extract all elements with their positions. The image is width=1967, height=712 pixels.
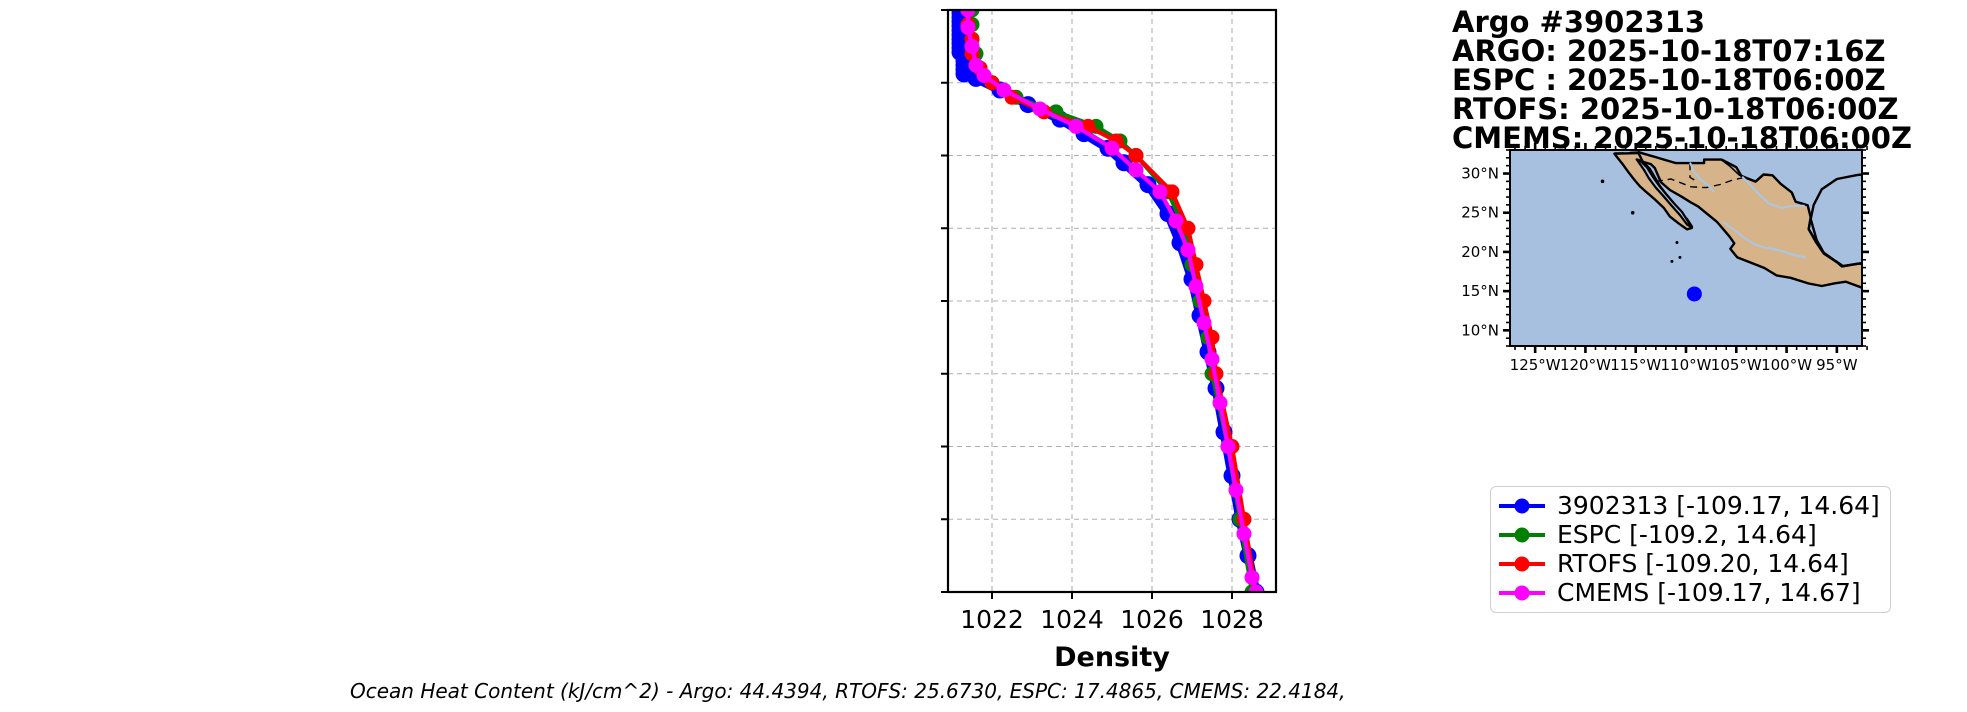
- map-lat-label: 20°N: [1461, 243, 1499, 261]
- axes-frame: 1022 1024 1026 1028 Density: [941, 8, 1278, 673]
- map-lon-label: 105°W: [1711, 356, 1762, 374]
- legend-line-swatch-argo: [1499, 498, 1545, 513]
- island: [1600, 179, 1605, 184]
- island: [1630, 210, 1635, 215]
- map-lat-label: 25°N: [1461, 204, 1499, 222]
- xtick-label: 1026: [1120, 605, 1184, 634]
- map-lat-label: 10°N: [1461, 321, 1499, 339]
- interior-boundary-1: [1655, 176, 1745, 189]
- xtick-label: 1024: [1040, 605, 1104, 634]
- map-lon-label: 125°W: [1510, 356, 1561, 374]
- xaxis-title: Density: [1054, 642, 1170, 673]
- island: [1678, 255, 1682, 259]
- legend-label-cmems: CMEMS [-109.17, 14.67]: [1557, 578, 1861, 607]
- legend-line-swatch-rtofs: [1499, 556, 1545, 571]
- map-lat-label: 30°N: [1461, 165, 1499, 183]
- map-lon-label: 120°W: [1560, 356, 1611, 374]
- map-lon-label: 115°W: [1610, 356, 1661, 374]
- map-lon-label: 110°W: [1661, 356, 1712, 374]
- float-position-marker[interactable]: [1686, 286, 1702, 302]
- xtick-label: 1028: [1200, 605, 1264, 634]
- interior-boundary-2: [1689, 163, 1699, 183]
- info-line-rtofs-time: RTOFS: 2025-10-18T06:00Z: [1452, 92, 1899, 126]
- river-3: [1722, 221, 1764, 249]
- info-line-title: Argo #3902313: [1452, 5, 1706, 39]
- legend-marker-espc: [1514, 527, 1530, 542]
- legend-marker-rtofs: [1514, 556, 1530, 571]
- ohc-caption: Ocean Heat Content (kJ/cm^2) - Argo: 44.…: [350, 679, 1346, 703]
- gulf-of-california: [1635, 158, 1693, 228]
- border-lower: [1764, 173, 1812, 218]
- location-map: 10°N 15°N 20°N 25°N 30°N 125°W 120°W 115°W 110°W…: [1452, 140, 1872, 380]
- legend-item-argo[interactable]: 3902313 [-109.17, 14.64]: [1499, 491, 1880, 520]
- legend-item-cmems[interactable]: CMEMS [-109.17, 14.67]: [1499, 578, 1880, 607]
- island: [1675, 241, 1679, 245]
- legend-marker-argo: [1514, 498, 1530, 513]
- legend-line-swatch-cmems: [1499, 585, 1545, 600]
- island: [1670, 259, 1674, 263]
- info-line-espc-time: ESPC : 2025-10-18T06:00Z: [1452, 63, 1886, 97]
- legend-item-espc[interactable]: ESPC [-109.2, 14.64]: [1499, 520, 1880, 549]
- river-1: [1689, 162, 1715, 193]
- float-info-block: Argo #3902313 ARGO: 2025-10-18T07:16Z ES…: [1452, 8, 1952, 153]
- map-geometry: [1600, 151, 1862, 302]
- legend-label-espc: ESPC [-109.2, 14.64]: [1557, 520, 1817, 549]
- legend-line-swatch-espc: [1499, 527, 1545, 542]
- location-map-svg: 10°N 15°N 20°N 25°N 30°N 125°W 120°W 115°W 110°W…: [1461, 143, 1869, 374]
- legend-item-rtofs[interactable]: RTOFS [-109.20, 14.64]: [1499, 549, 1880, 578]
- rio-grande-border: [1720, 158, 1765, 183]
- map-lon-label: 95°W: [1816, 356, 1858, 374]
- map-lon-label: 100°W: [1761, 356, 1812, 374]
- river-2: [1741, 176, 1805, 210]
- info-line-argo-time: ARGO: 2025-10-18T07:16Z: [1452, 34, 1886, 68]
- legend-label-rtofs: RTOFS [-109.20, 14.64]: [1557, 549, 1849, 578]
- legend-label-argo: 3902313 [-109.17, 14.64]: [1557, 491, 1880, 520]
- east-coast-line: [1807, 217, 1862, 268]
- river-4: [1763, 246, 1806, 259]
- xtick-label: 1022: [960, 605, 1024, 634]
- legend-marker-cmems: [1514, 585, 1530, 600]
- map-lat-label: 15°N: [1461, 282, 1499, 300]
